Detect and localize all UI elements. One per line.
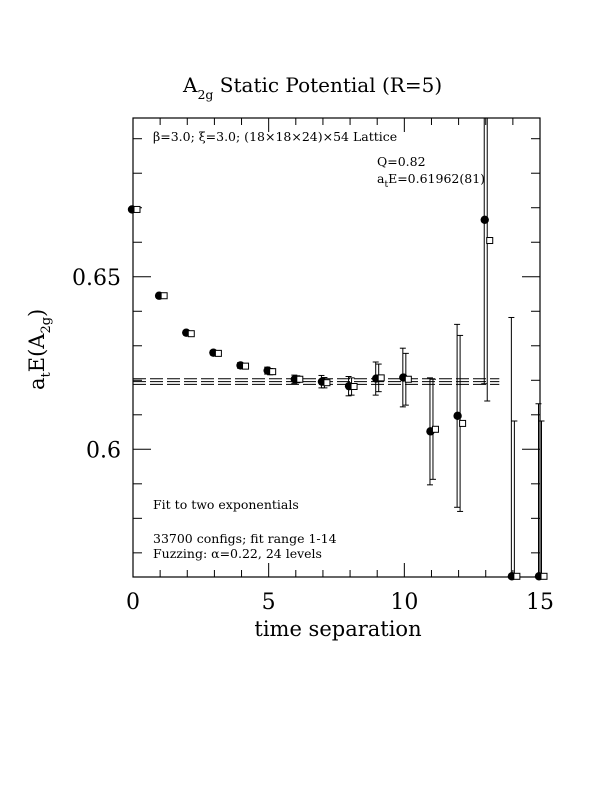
- chart-title: A2g Static Potential (R=5): [182, 73, 442, 102]
- x-tick-label: 10: [390, 590, 418, 615]
- data-point-square: [296, 375, 304, 383]
- data-point-square: [160, 292, 168, 300]
- data-point-square: [269, 368, 277, 376]
- configs-annotation: 33700 configs; fit range 1-14: [153, 531, 337, 546]
- data-points: [127, 118, 548, 581]
- data-point-square: [513, 572, 521, 580]
- y-tick-label: 0.6: [86, 438, 121, 463]
- data-point-square: [133, 205, 141, 213]
- y-tick-label: 0.65: [72, 266, 121, 291]
- data-point-square: [431, 425, 439, 433]
- x-tick-label: 5: [262, 590, 276, 615]
- x-tick-label: 15: [526, 590, 554, 615]
- data-point-square: [242, 362, 250, 370]
- data-point-square: [540, 572, 548, 580]
- tick-group: 0 5 10 15 0.6 0.65: [72, 118, 554, 615]
- plot-frame: [132, 117, 541, 578]
- fit-annotation: Fit to two exponentials: [153, 497, 299, 512]
- data-point-square: [323, 379, 331, 387]
- y-axis-label: atE(A2g): [25, 309, 54, 390]
- data-point-square: [214, 349, 222, 357]
- data-point-square: [187, 330, 195, 338]
- data-point-square: [486, 237, 494, 245]
- x-tick-label: 0: [126, 590, 140, 615]
- lattice-annotation: β=3.0; ξ=3.0; (18×18×24)×54 Lattice: [153, 129, 397, 144]
- data-point-square: [350, 382, 358, 390]
- q-annotation: Q=0.82: [377, 154, 426, 169]
- data-point-square: [459, 419, 467, 427]
- x-axis-label: time separation: [254, 617, 421, 641]
- fit-band: [133, 378, 500, 385]
- data-point-square: [377, 374, 385, 382]
- energy-annotation: atE=0.61962(81): [377, 171, 485, 190]
- data-point-square: [404, 375, 412, 383]
- fuzzing-annotation: Fuzzing: α=0.22, 24 levels: [153, 546, 322, 561]
